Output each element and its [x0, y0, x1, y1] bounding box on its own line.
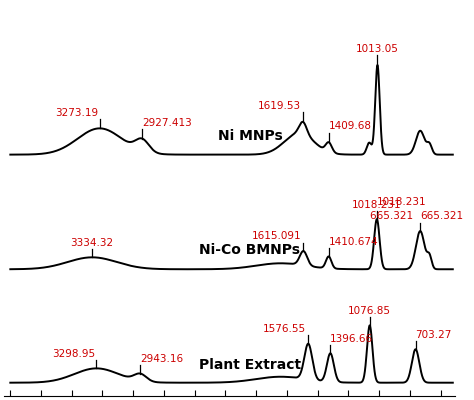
Text: 2943.16: 2943.16 — [140, 354, 183, 364]
Text: 1619.53: 1619.53 — [257, 101, 301, 111]
Text: 665.321: 665.321 — [420, 212, 463, 222]
Text: 3273.19: 3273.19 — [55, 108, 99, 118]
Text: Ni MNPs: Ni MNPs — [218, 128, 283, 142]
Text: Ni-Co BMNPs: Ni-Co BMNPs — [200, 243, 301, 257]
Text: 2927.413: 2927.413 — [142, 118, 192, 128]
Text: 1396.66: 1396.66 — [330, 334, 374, 344]
Text: Plant Extract: Plant Extract — [199, 358, 301, 372]
Text: 703.27: 703.27 — [416, 330, 452, 340]
Text: 1409.68: 1409.68 — [328, 122, 372, 132]
Text: 1018.231: 1018.231 — [352, 200, 401, 210]
Text: 3334.32: 3334.32 — [71, 238, 114, 248]
Text: 665.321: 665.321 — [371, 212, 420, 222]
Text: 1576.55: 1576.55 — [263, 324, 306, 334]
Text: 1410.674: 1410.674 — [328, 237, 378, 247]
Text: 1018.231: 1018.231 — [377, 197, 427, 207]
Text: 1013.05: 1013.05 — [356, 44, 399, 54]
Text: 1615.091: 1615.091 — [251, 232, 301, 242]
Text: 3298.95: 3298.95 — [52, 349, 95, 359]
Text: 1076.85: 1076.85 — [348, 306, 391, 316]
